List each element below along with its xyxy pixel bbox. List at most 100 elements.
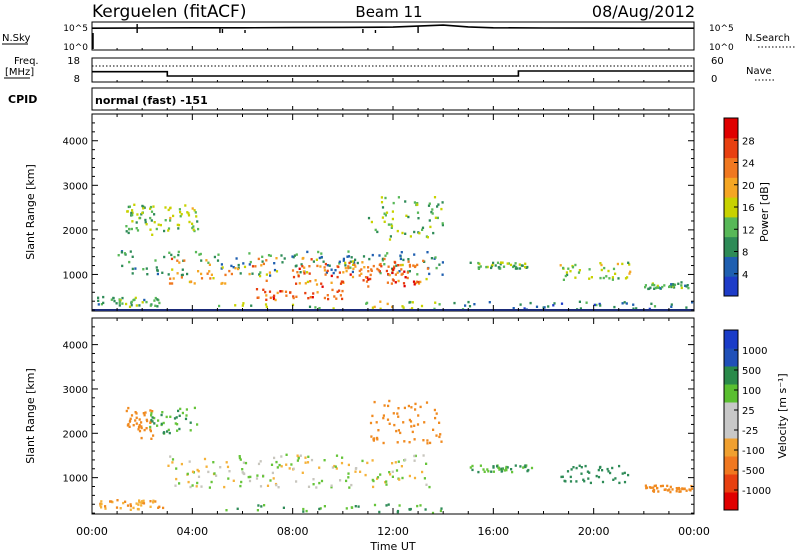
power-colorbar-swatch	[724, 177, 738, 198]
heatmap-cell	[496, 465, 499, 468]
heatmap-cell	[426, 251, 429, 254]
heatmap-cell	[193, 209, 196, 212]
x-axis: 00:00 04:00 08:00 12:00 16:00 20:00 00:00	[76, 46, 710, 538]
heatmap-cell	[367, 216, 371, 220]
heatmap-cell	[251, 272, 254, 275]
heatmap-cell	[500, 261, 503, 264]
heatmap-cell	[384, 214, 387, 217]
power-colorbar-tick-label: 8	[742, 248, 748, 259]
heatmap-cell	[394, 461, 397, 464]
heatmap-cell	[241, 468, 244, 471]
heatmap-cell	[396, 412, 399, 415]
heatmap-cell	[514, 262, 517, 265]
heatmap-cell	[134, 411, 137, 414]
heatmap-cell	[416, 211, 420, 214]
heatmap-cell	[402, 306, 405, 309]
heatmap-cell	[518, 267, 522, 270]
heatmap-cell	[118, 301, 121, 305]
heatmap-cell	[575, 466, 578, 470]
noise-left-label: N.Sky	[2, 33, 30, 44]
heatmap-cell	[628, 272, 631, 275]
heatmap-cell	[124, 500, 127, 503]
heatmap-cell	[486, 265, 489, 269]
heatmap-cell	[408, 263, 411, 267]
heatmap-cell	[684, 284, 687, 287]
heatmap-cell	[238, 456, 241, 460]
heatmap-cell	[432, 428, 435, 431]
heatmap-cell	[399, 431, 402, 435]
heatmap-cell	[238, 455, 241, 458]
heatmap-cell	[208, 263, 211, 266]
heatmap-cell	[166, 430, 169, 433]
heatmap-cell	[304, 282, 307, 285]
heatmap-cell	[157, 419, 160, 422]
heatmap-cell	[438, 421, 441, 424]
heatmap-cell	[601, 469, 604, 472]
heatmap-cell	[300, 263, 303, 266]
noise-series-line	[91, 24, 694, 29]
heatmap-cell	[230, 264, 233, 268]
heatmap-cell	[213, 255, 216, 259]
power-cells	[97, 196, 694, 312]
heatmap-cell	[131, 255, 134, 258]
heatmap-cell	[543, 306, 546, 309]
heatmap-cell	[647, 287, 650, 291]
velocity-colorbar-swatch	[724, 366, 738, 385]
heatmap-cell	[650, 486, 653, 489]
heatmap-cell	[334, 465, 337, 468]
heatmap-cell	[425, 277, 428, 281]
heatmap-cell	[414, 454, 417, 458]
heatmap-cell	[330, 274, 333, 278]
heatmap-cell	[569, 475, 572, 479]
heatmap-cell	[133, 203, 136, 206]
heatmap-cell	[180, 213, 183, 216]
heatmap-cell	[306, 280, 309, 284]
heatmap-cell	[234, 304, 237, 307]
heatmap-cell	[257, 504, 260, 507]
heatmap-cell	[158, 301, 161, 305]
heatmap-cell	[388, 238, 392, 241]
heatmap-cell	[479, 464, 482, 467]
heatmap-cell	[654, 484, 657, 487]
heatmap-cell	[308, 305, 312, 308]
heatmap-cell	[598, 302, 601, 306]
freq-left-label-2: [MHz]	[5, 67, 34, 78]
heatmap-cell	[156, 298, 159, 301]
heatmap-cell	[407, 258, 410, 261]
heatmap-cell	[419, 504, 422, 507]
heatmap-cell	[438, 303, 441, 306]
heatmap-cell	[395, 264, 398, 267]
heatmap-cell	[434, 256, 437, 259]
heatmap-cell	[339, 294, 342, 297]
heatmap-cell	[134, 296, 137, 300]
heatmap-cell	[687, 286, 690, 290]
heatmap-cell	[569, 270, 572, 273]
noise-spikes	[92, 24, 419, 49]
heatmap-cell	[341, 456, 344, 459]
heatmap-cell	[116, 499, 119, 502]
heatmap-cell	[506, 262, 509, 265]
heatmap-cell	[400, 465, 403, 468]
heatmap-cell	[127, 423, 130, 426]
heatmap-cell	[315, 258, 318, 261]
heatmap-cell	[439, 433, 442, 436]
heatmap-cell	[350, 256, 353, 259]
heatmap-cell	[379, 307, 382, 310]
heatmap-cell	[411, 430, 414, 434]
heatmap-cell	[180, 462, 183, 466]
y-tick-label: 1000	[63, 474, 88, 485]
heatmap-cell	[113, 299, 116, 303]
heatmap-cell	[428, 485, 431, 489]
velocity-colorbar-tick-label: -500	[742, 466, 765, 477]
heatmap-cell	[304, 456, 307, 459]
heatmap-cell	[414, 408, 417, 411]
heatmap-cell	[362, 255, 366, 258]
heatmap-cell	[629, 270, 632, 273]
heatmap-cell	[421, 470, 424, 474]
heatmap-cell	[582, 478, 585, 481]
heatmap-cell	[366, 461, 369, 465]
heatmap-cell	[417, 280, 420, 284]
heatmap-cell	[171, 461, 174, 464]
heatmap-cell	[176, 223, 179, 227]
heatmap-cell	[311, 296, 314, 299]
